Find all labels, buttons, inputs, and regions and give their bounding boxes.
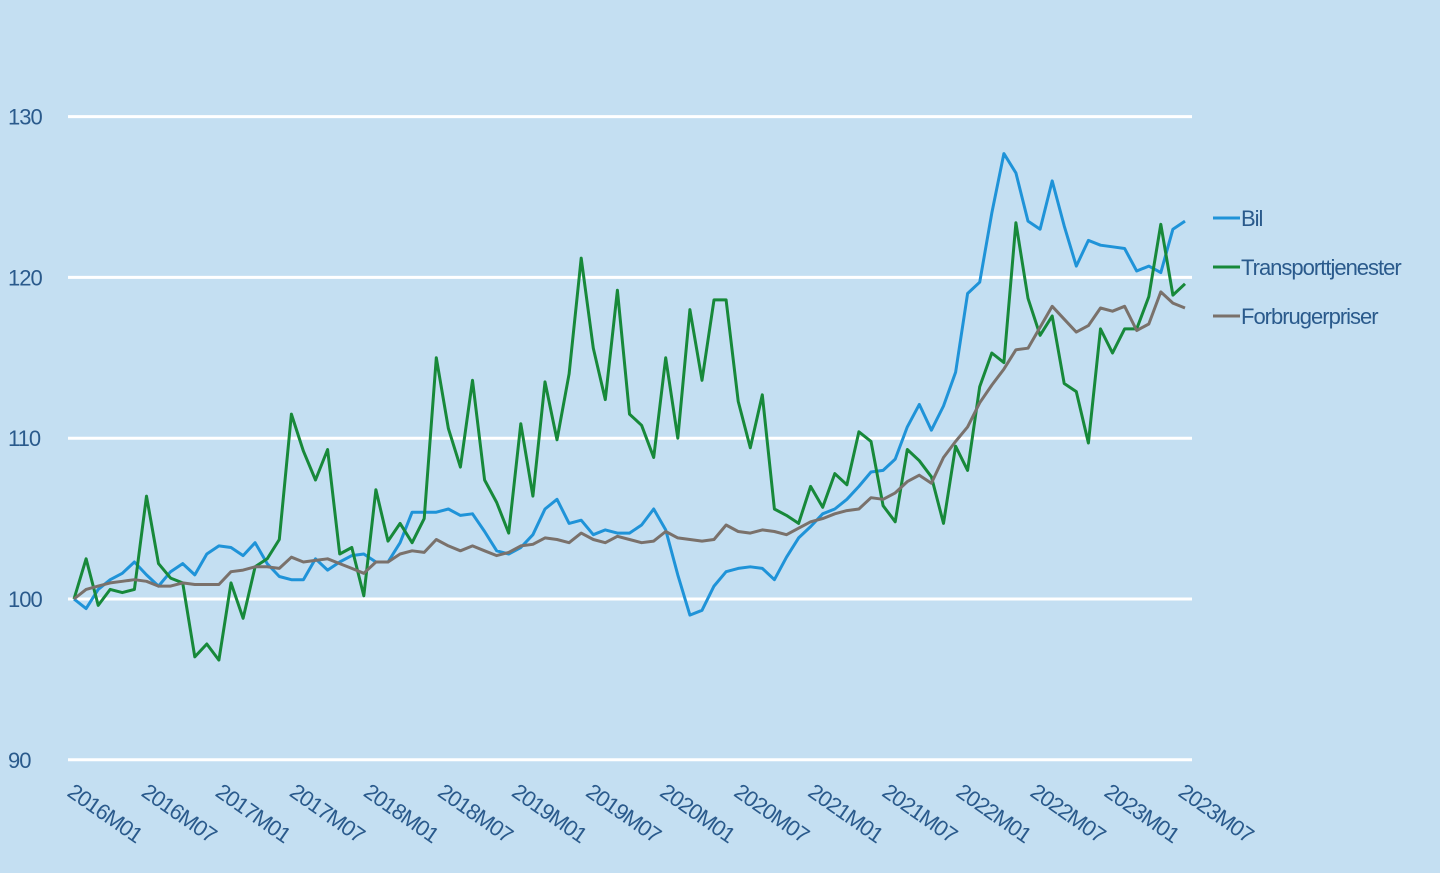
y-axis-ticks: 90 100 110 120 130 (8, 105, 43, 773)
legend-label: Bil (1241, 206, 1263, 231)
series-line-transporttjenester (72, 221, 1187, 662)
x-tick-label: 2017M07 (285, 779, 369, 849)
y-tick-label: 110 (8, 426, 41, 451)
x-tick-label: 2016M07 (137, 779, 221, 849)
x-tick-label: 2021M01 (804, 779, 888, 849)
x-tick-label: 2022M07 (1026, 779, 1110, 849)
legend: Bil Transporttjenester Forbrugerpriser (1213, 206, 1402, 329)
series-lines (72, 152, 1187, 662)
y-tick-label: 130 (8, 105, 42, 130)
x-tick-label: 2018M07 (433, 779, 517, 849)
y-tick-label: 100 (8, 587, 42, 612)
x-tick-label: 2017M01 (211, 779, 295, 849)
x-tick-label: 2016M01 (63, 779, 147, 849)
x-tick-label: 2019M01 (508, 779, 592, 849)
series-line-bil (73, 152, 1186, 617)
x-tick-label: 2022M01 (952, 779, 1036, 849)
gridlines (68, 115, 1192, 762)
x-tick-label: 2023M01 (1100, 779, 1184, 849)
legend-label: Forbrugerpriser (1241, 304, 1378, 329)
x-tick-label: 2018M01 (359, 779, 443, 849)
x-tick-label: 2023M07 (1174, 779, 1258, 849)
legend-label: Transporttjenester (1241, 255, 1401, 280)
x-tick-label: 2020M07 (730, 779, 814, 849)
x-tick-label: 2020M01 (656, 779, 740, 849)
y-tick-label: 90 (8, 748, 31, 773)
x-axis-ticks: 2016M012016M072017M012017M072018M012018M… (63, 779, 1258, 849)
y-tick-label: 120 (8, 265, 42, 290)
x-tick-label: 2021M07 (878, 779, 962, 849)
x-tick-label: 2019M07 (582, 779, 666, 849)
series-line-forbrugerpriser (73, 290, 1186, 601)
